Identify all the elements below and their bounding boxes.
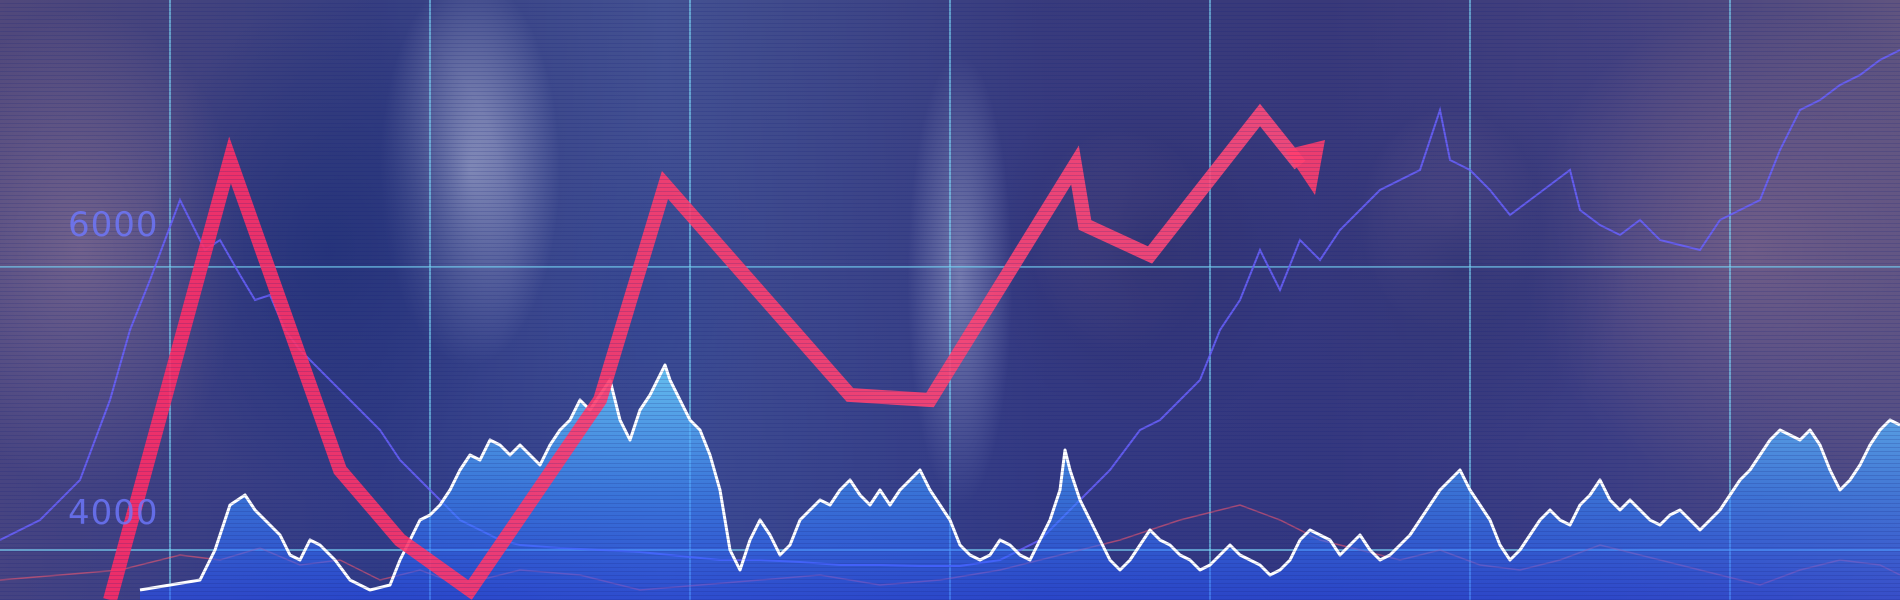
axis-label-lower: 4000 [68, 493, 159, 533]
trend-arrow-line [103, 103, 1306, 600]
axis-label-upper: 6000 [68, 205, 159, 245]
area-chart-line [139, 363, 1900, 592]
trend-arrow-head [1285, 140, 1325, 195]
